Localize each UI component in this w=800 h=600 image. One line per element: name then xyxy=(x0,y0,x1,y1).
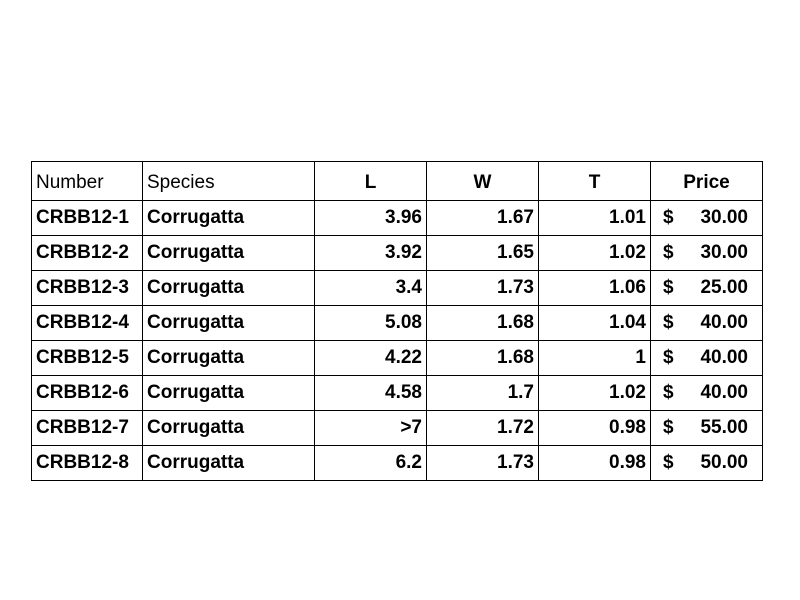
price-cell: $30.00 xyxy=(650,200,763,236)
table-row: CRBB12-8 Corrugatta 6.2 1.73 0.98 $50.00 xyxy=(31,445,763,481)
currency: $ xyxy=(663,382,674,403)
cell: 1.65 xyxy=(426,235,539,271)
cell: 1.67 xyxy=(426,200,539,236)
price-cell: $40.00 xyxy=(650,340,763,376)
cell: CRBB12-2 xyxy=(31,235,143,271)
table-row: CRBB12-6 Corrugatta 4.58 1.7 1.02 $40.00 xyxy=(31,375,763,411)
amount: 55.00 xyxy=(700,417,748,438)
amount: 50.00 xyxy=(700,452,748,473)
price-wrap: $50.00 xyxy=(655,452,758,474)
table-row: CRBB12-4 Corrugatta 5.08 1.68 1.04 $40.00 xyxy=(31,305,763,341)
price-cell: $40.00 xyxy=(650,305,763,341)
cell: CRBB12-4 xyxy=(31,305,143,341)
cell: Corrugatta xyxy=(142,270,315,306)
cell: 1.02 xyxy=(538,375,651,411)
cell: CRBB12-1 xyxy=(31,200,143,236)
price-cell: $30.00 xyxy=(650,235,763,271)
price-cell: $55.00 xyxy=(650,410,763,446)
cell: 1.06 xyxy=(538,270,651,306)
cell: 1.73 xyxy=(426,270,539,306)
cell: CRBB12-8 xyxy=(31,445,143,481)
header-cell: L xyxy=(314,161,427,201)
cell: 3.4 xyxy=(314,270,427,306)
price-wrap: $25.00 xyxy=(655,277,758,299)
cell: 6.2 xyxy=(314,445,427,481)
price-wrap: $30.00 xyxy=(655,242,758,264)
amount: 40.00 xyxy=(700,382,748,403)
cell: 0.98 xyxy=(538,410,651,446)
cell: CRBB12-3 xyxy=(31,270,143,306)
cell: Corrugatta xyxy=(142,340,315,376)
currency: $ xyxy=(663,452,674,473)
cell: CRBB12-7 xyxy=(31,410,143,446)
amount: 40.00 xyxy=(700,347,748,368)
price-cell: $25.00 xyxy=(650,270,763,306)
price-cell: $50.00 xyxy=(650,445,763,481)
cell: Corrugatta xyxy=(142,410,315,446)
price-wrap: $55.00 xyxy=(655,417,758,439)
header-cell: Price xyxy=(650,161,763,201)
currency: $ xyxy=(663,347,674,368)
cell: 1.02 xyxy=(538,235,651,271)
cell: Corrugatta xyxy=(142,200,315,236)
cell: CRBB12-5 xyxy=(31,340,143,376)
cell: 0.98 xyxy=(538,445,651,481)
currency: $ xyxy=(663,277,674,298)
header-cell: Species xyxy=(142,161,315,201)
table-row: CRBB12-7 Corrugatta >7 1.72 0.98 $55.00 xyxy=(31,410,763,446)
price-wrap: $40.00 xyxy=(655,312,758,334)
cell: 4.58 xyxy=(314,375,427,411)
cell: 3.92 xyxy=(314,235,427,271)
cell: 3.96 xyxy=(314,200,427,236)
amount: 25.00 xyxy=(700,277,748,298)
cell: 1.01 xyxy=(538,200,651,236)
currency: $ xyxy=(663,417,674,438)
price-cell: $40.00 xyxy=(650,375,763,411)
cell: 1.68 xyxy=(426,305,539,341)
cell: 1.73 xyxy=(426,445,539,481)
price-wrap: $40.00 xyxy=(655,382,758,404)
cell: CRBB12-6 xyxy=(31,375,143,411)
cell: 1.7 xyxy=(426,375,539,411)
currency: $ xyxy=(663,312,674,333)
cell: 1 xyxy=(538,340,651,376)
cell: 1.72 xyxy=(426,410,539,446)
table-row: CRBB12-3 Corrugatta 3.4 1.73 1.06 $25.00 xyxy=(31,270,763,306)
cell: Corrugatta xyxy=(142,445,315,481)
cell: Corrugatta xyxy=(142,305,315,341)
cell: 1.68 xyxy=(426,340,539,376)
cell: Corrugatta xyxy=(142,375,315,411)
header-cell: T xyxy=(538,161,651,201)
price-wrap: $40.00 xyxy=(655,347,758,369)
cell: 1.04 xyxy=(538,305,651,341)
price-table: Number Species L W T Price CRBB12-1 Corrugatta… xyxy=(31,161,763,481)
table-row: CRBB12-2 Corrugatta 3.92 1.65 1.02 $30.00 xyxy=(31,235,763,271)
header-cell: W xyxy=(426,161,539,201)
cell: 5.08 xyxy=(314,305,427,341)
table-body: CRBB12-1 Corrugatta 3.96 1.67 1.01 $30.00 CRBB… xyxy=(31,200,763,481)
header-cell: Number xyxy=(31,161,143,201)
currency: $ xyxy=(663,207,674,228)
cell: Corrugatta xyxy=(142,235,315,271)
cell: >7 xyxy=(314,410,427,446)
amount: 30.00 xyxy=(700,242,748,263)
amount: 40.00 xyxy=(700,312,748,333)
cell: 4.22 xyxy=(314,340,427,376)
table-row: CRBB12-5 Corrugatta 4.22 1.68 1 $40.00 xyxy=(31,340,763,376)
amount: 30.00 xyxy=(700,207,748,228)
table-row: CRBB12-1 Corrugatta 3.96 1.67 1.01 $30.00 xyxy=(31,200,763,236)
currency: $ xyxy=(663,242,674,263)
header-row: Number Species L W T Price xyxy=(31,161,763,201)
price-wrap: $30.00 xyxy=(655,207,758,229)
